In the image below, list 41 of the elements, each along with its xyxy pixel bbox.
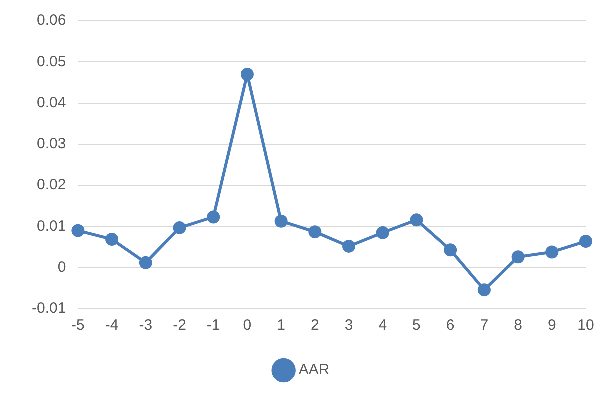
x-tick-label: 5 (412, 317, 421, 334)
x-tick-label: -1 (206, 317, 220, 334)
y-tick-label: 0.01 (36, 218, 66, 235)
x-tick-label: -4 (105, 317, 119, 334)
point (308, 226, 322, 239)
x-tick-label: 0 (243, 317, 252, 334)
point (342, 240, 356, 253)
legend-label: AAR (298, 362, 330, 379)
point (512, 250, 525, 264)
y-tick-label: 0.02 (36, 176, 66, 194)
x-tick-label: -2 (173, 317, 186, 334)
point (106, 232, 119, 246)
point (546, 246, 559, 259)
x-tick-label: 1 (277, 317, 286, 334)
x-tick-label: -3 (139, 317, 153, 334)
point (580, 235, 592, 248)
y-tick-label: 0 (58, 259, 66, 276)
point (240, 68, 254, 81)
x-tick-label: -5 (72, 317, 85, 334)
point (274, 214, 288, 228)
x-tick-label: 2 (310, 317, 320, 334)
y-tick-label: 0.03 (36, 136, 66, 153)
y-tick-label: -0.01 (32, 300, 66, 318)
point (410, 214, 424, 227)
x-tick-label: 6 (446, 317, 455, 334)
point (139, 256, 152, 270)
y-tick-label: 0.04 (36, 94, 66, 112)
point (478, 284, 491, 297)
x-tick-label: 8 (514, 317, 522, 334)
y-tick-label: 0.06 (36, 12, 66, 30)
x-tick-label: 9 (548, 317, 556, 334)
point (173, 221, 186, 234)
y-tick-label: 0.05 (36, 53, 66, 70)
point (376, 226, 390, 240)
x-tick-label: 4 (378, 317, 388, 334)
x-tick-label: 3 (344, 317, 354, 334)
point (444, 244, 458, 257)
point (72, 224, 85, 238)
x-tick-label: 10 (578, 317, 594, 334)
point (207, 210, 220, 224)
x-tick-label: 7 (480, 317, 489, 334)
